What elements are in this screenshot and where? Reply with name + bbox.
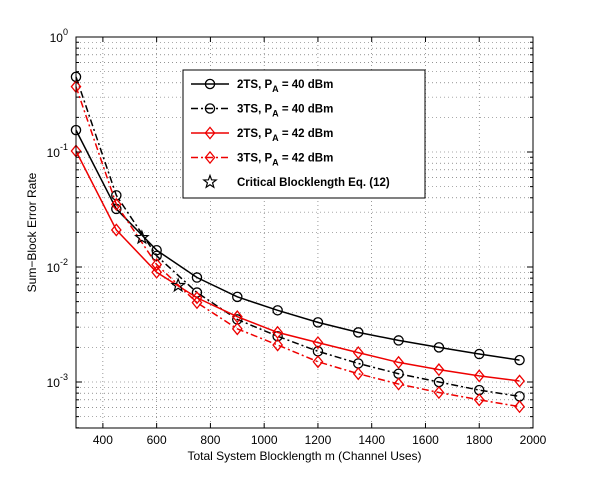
- data-point-marker: [272, 325, 284, 340]
- tick-labels: 400 600 800 1000 1200 1400 1600 1800 2000 100 10-1…: [47, 27, 547, 447]
- y-axis-label: Sum−Block Error Rate: [25, 172, 39, 292]
- series-line: [75, 76, 520, 398]
- legend-label: 3TS, PA = 42 dBm: [237, 153, 333, 168]
- legend-marker: [202, 173, 218, 189]
- legend-label: Critical Blocklength Eq. (12): [237, 177, 390, 189]
- data-point-marker: [393, 355, 405, 370]
- series-line: [75, 86, 520, 408]
- data-point-marker: [312, 335, 324, 350]
- series-line: [75, 150, 520, 382]
- data-point-marker: [110, 197, 122, 212]
- data-point-marker: [514, 374, 525, 388]
- x-tick-label: 2000: [520, 433, 547, 447]
- data-point-marker: [191, 272, 203, 283]
- legend: 2TS, PA = 40 dBm 3TS, PA = 40 dBm 2TS, PA …: [182, 69, 426, 199]
- x-tick-label: 600: [147, 433, 167, 447]
- y-tick-label: 100: [50, 27, 68, 45]
- data-point-marker: [232, 291, 243, 303]
- x-tick-label: 1800: [466, 433, 493, 447]
- data-point-marker: [352, 346, 364, 360]
- data-point-marker: [433, 342, 445, 353]
- legend-entry: 2TS, PA = 42 dBm: [191, 126, 333, 143]
- legend-label: 2TS, PA = 40 dBm: [237, 79, 333, 94]
- x-tick-label: 800: [200, 433, 220, 447]
- data-point-marker: [191, 296, 203, 310]
- data-point-marker: [151, 250, 162, 262]
- data-point-marker: [231, 322, 243, 336]
- x-tick-label: 1600: [412, 433, 439, 447]
- y-tick-label: 10-3: [47, 372, 68, 390]
- data-point-marker: [514, 354, 525, 366]
- x-axis-label: Total System Blocklength m (Channel Uses…: [187, 449, 421, 463]
- x-tick-label: 1000: [251, 433, 278, 447]
- legend-marker: [204, 78, 216, 90]
- critical-point-star: [170, 277, 186, 293]
- data-point-marker: [352, 367, 364, 381]
- y-tick-label: 10-1: [47, 142, 68, 160]
- legend-marker: [204, 103, 216, 114]
- legend-entry: 3TS, PA = 42 dBm: [191, 150, 333, 168]
- x-tick-label: 400: [93, 433, 113, 447]
- data-point-marker: [393, 335, 404, 346]
- data-point-marker: [312, 317, 324, 328]
- legend-entry: 2TS, PA = 40 dBm: [191, 78, 333, 94]
- y-tick-label: 10-2: [47, 257, 68, 275]
- data-point-marker: [473, 369, 485, 383]
- series-4: [70, 80, 525, 414]
- data-point-marker: [473, 393, 485, 407]
- legend-marker: [204, 126, 216, 140]
- data-point-marker: [393, 377, 405, 391]
- x-tick-label: 1400: [358, 433, 385, 447]
- data-point-marker: [353, 358, 364, 369]
- data-point-marker: [312, 355, 324, 369]
- data-point-marker: [151, 257, 163, 272]
- data-point-marker: [353, 327, 364, 338]
- data-point-marker: [110, 223, 122, 237]
- data-point-marker: [151, 265, 163, 279]
- axis-ticks: [76, 36, 534, 429]
- data-point-marker: [514, 400, 525, 414]
- legend-label: 3TS, PA = 40 dBm: [237, 104, 333, 119]
- series-line: [75, 129, 520, 361]
- critical-points: [134, 229, 186, 293]
- data-point-marker: [111, 190, 122, 201]
- data-point-marker: [272, 305, 283, 316]
- data-point-marker: [191, 291, 203, 305]
- x-tick-label: 1200: [305, 433, 332, 447]
- legend-entry: Critical Blocklength Eq. (12): [202, 173, 390, 189]
- data-point-marker: [433, 385, 445, 400]
- data-point-marker: [473, 348, 485, 360]
- legend-marker: [204, 150, 216, 165]
- data-point-marker: [433, 363, 445, 377]
- data-point-marker: [272, 338, 284, 352]
- legend-entry: 3TS, PA = 40 dBm: [191, 103, 333, 119]
- series-layer: [70, 71, 525, 414]
- legend-label: 2TS, PA = 42 dBm: [237, 128, 333, 143]
- legend-box: [182, 69, 426, 199]
- critical-point-star: [134, 229, 150, 245]
